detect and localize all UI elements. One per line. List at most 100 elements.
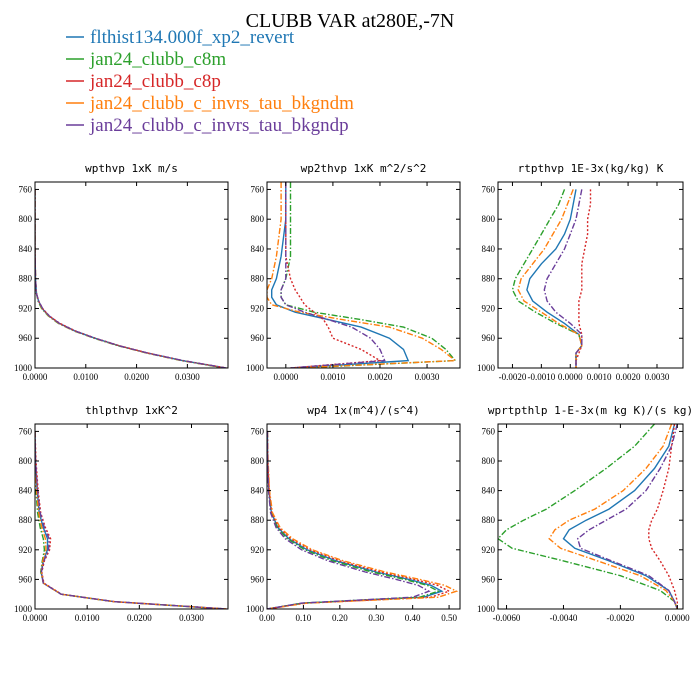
- y-tick-label: 1000: [477, 604, 496, 614]
- x-tick-label: 0.0020: [368, 372, 393, 382]
- y-tick-label: 1000: [14, 363, 33, 373]
- x-tick-label: 0.0200: [127, 613, 152, 623]
- y-tick-label: 800: [19, 214, 33, 224]
- legend-label: flthist134.000f_xp2_revert: [90, 27, 295, 48]
- panel-title: wprtpthlp 1-E-3x(m kg K)/(s kg): [488, 404, 693, 417]
- panel-title: wp2thvp 1xK m^2/s^2: [301, 162, 427, 175]
- x-tick-label: 0.0300: [179, 613, 204, 623]
- series-line-4: [517, 189, 583, 368]
- x-tick-label: -0.0020: [607, 613, 635, 623]
- y-tick-label: 880: [482, 515, 496, 525]
- y-tick-label: 880: [482, 274, 496, 284]
- chart-panel-2: wp2thvp 1xK m^2/s^2 760 800 840 880 920 960 100…: [246, 162, 461, 382]
- plot-frame: [266, 423, 461, 610]
- series-line-2: [35, 431, 226, 609]
- panels: wpthvp 1xK m/s76080084088092096010000.00…: [14, 162, 693, 623]
- series-line-2: [267, 431, 440, 609]
- y-tick-label: 840: [19, 486, 33, 496]
- y-tick-label: 760: [482, 426, 496, 436]
- x-tick-label: 0.0020: [616, 372, 641, 382]
- y-tick-label: 960: [482, 574, 496, 584]
- x-tick-label: 0.30: [368, 613, 384, 623]
- y-tick-label: 920: [251, 303, 265, 313]
- y-tick-label: 960: [19, 574, 33, 584]
- y-tick-label: 840: [482, 486, 496, 496]
- chart-panel-5: wp4 1x(m^4)/(s^4)76080084088092096010000…: [246, 404, 461, 623]
- chart-panel-6: wprtpthlp 1-E-3x(m kg K)/(s kg) 760 800 840…: [477, 404, 693, 623]
- y-tick-label: 840: [19, 244, 33, 254]
- y-tick-label: 920: [19, 303, 33, 313]
- series-line-2: [280, 182, 457, 368]
- series-line-5: [543, 189, 583, 368]
- series-line-3: [648, 424, 678, 609]
- x-tick-label: 0.0030: [415, 372, 440, 382]
- y-tick-label: 760: [482, 184, 496, 194]
- x-tick-label: 0.0000: [23, 372, 48, 382]
- y-tick-label: 840: [482, 244, 496, 254]
- x-tick-label: -0.0020: [499, 372, 527, 382]
- legend-label: jan24_clubb_c_invrs_tau_bkgndm: [89, 93, 354, 114]
- y-tick-label: 1000: [477, 363, 496, 373]
- y-tick-label: 880: [251, 274, 265, 284]
- series-line-3: [575, 189, 592, 368]
- x-tick-label: 0.0000: [558, 372, 583, 382]
- x-tick-label: 0.40: [405, 613, 421, 623]
- y-tick-label: 920: [482, 303, 496, 313]
- x-tick-label: 0.20: [332, 613, 348, 623]
- series-line-5: [267, 431, 431, 609]
- series-line-1: [526, 189, 583, 368]
- legend-label: jan24_clubb_c8m: [89, 49, 226, 70]
- legend: flthist134.000f_xp2_revertjan24_clubb_c8…: [66, 27, 354, 136]
- x-tick-label: 0.0000: [23, 613, 48, 623]
- series-line-5: [576, 424, 678, 609]
- series-line-1: [267, 431, 444, 609]
- chart-panel-3: rtpthvp 1E-3x(kg/kg) K 760 800 840 880 920 960…: [477, 162, 684, 382]
- y-tick-label: 960: [482, 333, 496, 343]
- x-tick-label: 0.0300: [175, 372, 200, 382]
- chart-panel-1: wpthvp 1xK m/s 760 800 840 880 920 960 10000.00…: [14, 162, 229, 382]
- chart-panel-4: thlpthvp 1xK^2 760 800 840 880 920 960 10000.00…: [14, 404, 229, 623]
- y-tick-label: 1000: [14, 604, 33, 614]
- x-tick-label: 0.0010: [321, 372, 346, 382]
- y-tick-label: 920: [19, 545, 33, 555]
- legend-label: jan24_clubb_c8p: [89, 71, 221, 92]
- y-tick-label: 1000: [246, 604, 265, 614]
- x-tick-label: -0.0040: [550, 613, 578, 623]
- series-line-4: [267, 182, 458, 368]
- y-tick-label: 880: [19, 274, 33, 284]
- plot-frame: [497, 181, 684, 369]
- y-tick-label: 760: [19, 426, 33, 436]
- y-tick-label: 800: [482, 214, 496, 224]
- x-tick-label: 0.10: [296, 613, 312, 623]
- x-tick-label: -0.0060: [493, 613, 521, 623]
- x-tick-label: -0.0010: [527, 372, 555, 382]
- figure-title: CLUBB VAR at280E,-7N: [246, 10, 455, 32]
- y-tick-label: 920: [251, 545, 265, 555]
- series-line-3: [285, 182, 383, 368]
- x-tick-label: 0.0200: [124, 372, 149, 382]
- series-line-3: [267, 431, 451, 609]
- y-tick-label: 800: [251, 456, 265, 466]
- y-tick-label: 760: [251, 426, 265, 436]
- series-line-4: [35, 431, 226, 609]
- series-line-3: [35, 189, 227, 368]
- y-tick-label: 880: [19, 515, 33, 525]
- series-line-5: [280, 182, 386, 368]
- series-line-5: [35, 189, 227, 368]
- y-tick-label: 920: [482, 545, 496, 555]
- plot-frame: [266, 181, 461, 369]
- panel-title: wp4 1x(m^4)/(s^4): [307, 404, 420, 417]
- x-tick-label: 0.0000: [273, 372, 298, 382]
- x-tick-label: 0.0030: [645, 372, 670, 382]
- y-tick-label: 760: [19, 184, 33, 194]
- series-line-4: [267, 431, 459, 609]
- series-line-1: [35, 431, 226, 609]
- legend-label: jan24_clubb_c_invrs_tau_bkgndp: [89, 115, 349, 136]
- plot-frame: [497, 423, 684, 610]
- y-tick-label: 800: [19, 456, 33, 466]
- y-tick-label: 880: [251, 515, 265, 525]
- plot-frame: [34, 181, 229, 369]
- series-line-5: [35, 431, 227, 609]
- panel-title: rtpthvp 1E-3x(kg/kg) K: [518, 162, 664, 175]
